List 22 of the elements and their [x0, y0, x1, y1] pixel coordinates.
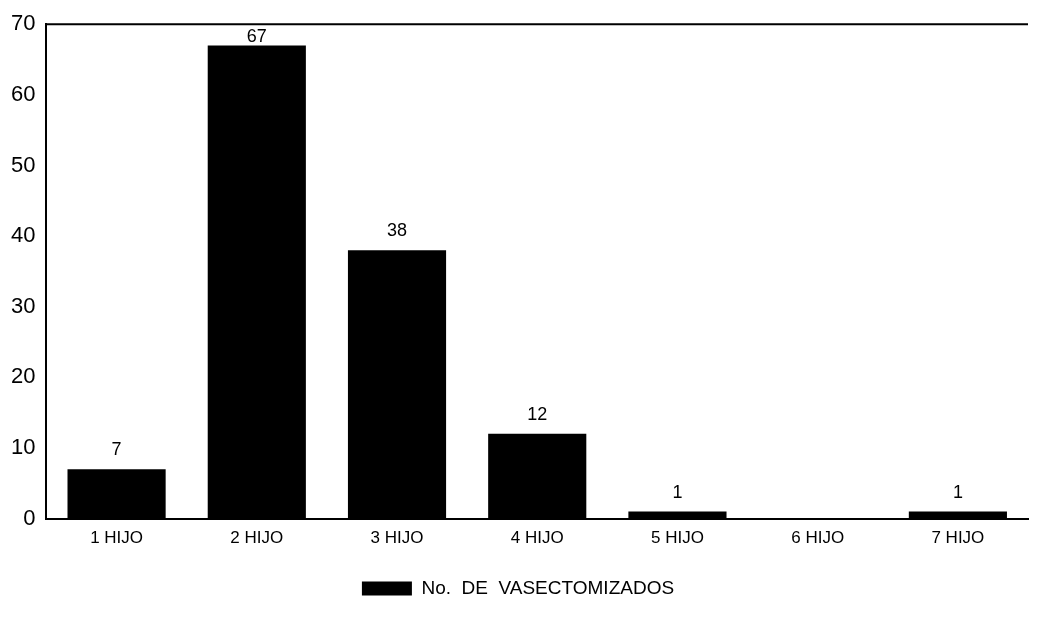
y-tick-label: 30	[10, 292, 36, 318]
x-tick-label: 2 HIJO	[230, 528, 284, 548]
x-tick-label: 7 HIJO	[931, 528, 985, 548]
y-tick-label: 0	[23, 504, 36, 530]
legend-label: No. DE VASECTOMIZADOS	[421, 576, 675, 598]
data-label: 12	[527, 403, 548, 424]
y-tick-label: 40	[10, 222, 36, 248]
data-label: 1	[672, 481, 683, 502]
y-tick-label: 60	[10, 80, 36, 106]
data-label: 38	[387, 220, 408, 241]
y-tick-label: 50	[10, 151, 36, 177]
data-label: 1	[952, 481, 963, 502]
data-label: 67	[246, 26, 267, 47]
y-tick-label: 70	[10, 10, 36, 36]
x-tick-label: 3 HIJO	[370, 528, 424, 548]
x-tick-label: 5 HIJO	[651, 528, 704, 548]
data-label: 7	[111, 439, 122, 460]
y-tick-label: 20	[10, 363, 36, 389]
x-tick-label: 6 HIJO	[791, 528, 845, 548]
y-tick-label: 10	[10, 434, 36, 460]
x-tick-label: 1 HIJO	[90, 528, 144, 548]
x-tick-label: 4 HIJO	[510, 528, 564, 548]
